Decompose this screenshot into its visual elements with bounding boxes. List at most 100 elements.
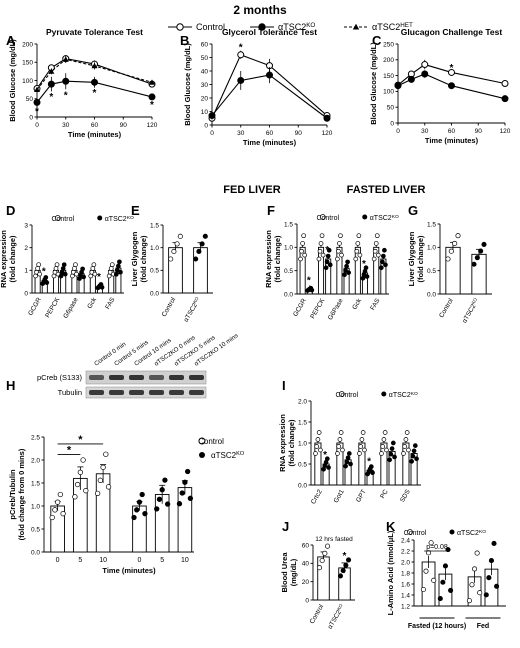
- panel-letter-C: C: [372, 33, 382, 48]
- chart-I-y-axis-label: (fold change): [287, 419, 296, 467]
- chart-I-point: [406, 447, 411, 453]
- chart-B-title: Glycerol Tolerance Test: [222, 27, 317, 37]
- chart-F-point: [324, 259, 330, 265]
- chart-D-x-tick-label: GCGR: [27, 296, 43, 317]
- chart-B-y-tick-label: 60: [201, 41, 209, 48]
- chart-D-point: [90, 266, 96, 271]
- chart-C-point: [394, 82, 402, 90]
- chart-C-y-tick-label: 0: [390, 120, 394, 127]
- chart-D-point: [106, 273, 112, 279]
- chart-I-point: [412, 443, 418, 448]
- chart-F-y-axis-label: RNA expression: [264, 230, 273, 288]
- chart-D-point: [80, 266, 85, 272]
- blot-row-label-tubulin: Tubulin: [58, 388, 82, 397]
- panel-letter-A: A: [6, 33, 16, 48]
- blot-band-pcreb: [189, 375, 204, 380]
- chart-I-point: [404, 430, 410, 435]
- panel-letter-G: G: [408, 203, 418, 218]
- chart-H-y-tick-label: 0.0: [31, 549, 40, 556]
- chart-I-point: [370, 470, 375, 476]
- panel-letter-B: B: [180, 33, 189, 48]
- chart-H-point: [131, 514, 137, 521]
- chart-D-point: [92, 271, 98, 277]
- chart-A-sig-star: *: [64, 90, 68, 101]
- blot-band-pcreb: [169, 375, 184, 380]
- chart-H-point: [162, 477, 168, 483]
- chart-I-point: [380, 444, 386, 449]
- chart-A-sig-star: *: [93, 88, 97, 99]
- chart-I-point: [326, 465, 331, 470]
- chart-H-x-tick-label: 5: [78, 557, 82, 564]
- chart-F-y-tick-label: 1.5: [284, 221, 293, 228]
- chart-C-point: [501, 80, 509, 87]
- chart-I-point: [414, 456, 419, 462]
- chart-G-y-tick-label: 1.0: [427, 245, 436, 252]
- chart-D-x-tick-label: Gck: [86, 296, 98, 310]
- chart-K-point: [466, 598, 472, 604]
- chart-C-y-tick-label: 250: [383, 41, 394, 48]
- chart-H-point: [164, 501, 171, 507]
- chart-H-y-tick-label: 1.5: [31, 480, 40, 487]
- chart-F-legend-marker-1: [362, 214, 368, 220]
- chart-K-point: [440, 579, 446, 585]
- chart-D-point: [51, 273, 57, 279]
- chart-K-point: [428, 540, 434, 546]
- chart-C-x-tick-label: 0: [396, 128, 400, 135]
- chart-F-point: [382, 247, 387, 253]
- chart-J-bar: [317, 556, 330, 601]
- chart-K-y-axis-label: L-Amino Acid (nmol/μL): [386, 530, 395, 615]
- chart-G-bar: [445, 246, 461, 295]
- chart-C-point: [421, 61, 429, 69]
- chart-E-point: [177, 233, 183, 239]
- legend-label-0: Control: [196, 22, 225, 32]
- chart-D-point: [118, 269, 123, 275]
- chart-F-sig-star: *: [307, 275, 311, 286]
- blot-band-tubulin: [189, 390, 204, 395]
- chart-C-x-tick-label: 90: [475, 128, 483, 135]
- chart-D-y-tick-label: 0: [24, 290, 28, 297]
- chart-I-legend-label-0: Control: [336, 392, 359, 399]
- chart-I-point: [360, 430, 366, 435]
- chart-K-point: [494, 583, 500, 589]
- chart-B-series-line-0: [211, 54, 328, 119]
- chart-G-bar: [471, 253, 487, 295]
- blot-band-tubulin: [129, 390, 144, 395]
- chart-A-point: [48, 68, 55, 74]
- chart-A-y-tick-label: 0: [29, 114, 33, 121]
- blot-band-tubulin: [149, 390, 164, 395]
- chart-I-x-tick-label: SDS: [399, 488, 412, 504]
- chart-D-point: [35, 266, 40, 271]
- chart-I-point: [402, 444, 408, 449]
- chart-F-legend-label-1: αTSC2KO: [370, 214, 399, 223]
- chart-K-point: [431, 577, 437, 583]
- chart-B-x-tick-label: 0: [210, 130, 214, 137]
- chart-F-x-tick-label: PEPCK: [309, 297, 326, 320]
- chart-D-point: [37, 271, 43, 277]
- chart-I-point: [382, 430, 388, 435]
- chart-H-point: [100, 464, 106, 470]
- chart-H-point: [49, 514, 55, 521]
- chart-H-legend-label-0: Control: [198, 437, 224, 446]
- chart-F-point: [375, 252, 381, 258]
- chart-D-point: [53, 266, 59, 271]
- chart-H-legend-label-1: αTSC2KO: [211, 451, 245, 460]
- chart-G-x-tick-label: Control: [438, 297, 455, 319]
- chart-G-y-tick-label: 1.5: [427, 221, 436, 228]
- chart-I-point: [384, 447, 389, 453]
- chart-H-x-tick-label: 0: [138, 557, 142, 564]
- chart-F-point: [371, 256, 377, 262]
- chart-C-sig-star: *: [450, 63, 454, 74]
- chart-C-x-tick-label: 60: [448, 128, 456, 135]
- chart-D-point: [60, 266, 66, 271]
- chart-D-sig-star: *: [97, 272, 101, 283]
- chart-I-point: [357, 451, 362, 456]
- chart-H-point: [105, 484, 112, 490]
- chart-K-point: [474, 550, 480, 556]
- chart-B-point: [323, 114, 331, 122]
- chart-B-point: [208, 112, 216, 120]
- blot-band-pcreb: [89, 375, 104, 380]
- blot-band-pcreb: [129, 375, 144, 380]
- chart-H-legend-marker-1: [199, 452, 205, 458]
- chart-I-point: [368, 464, 374, 469]
- chart-C-y-tick-label: 100: [383, 89, 394, 96]
